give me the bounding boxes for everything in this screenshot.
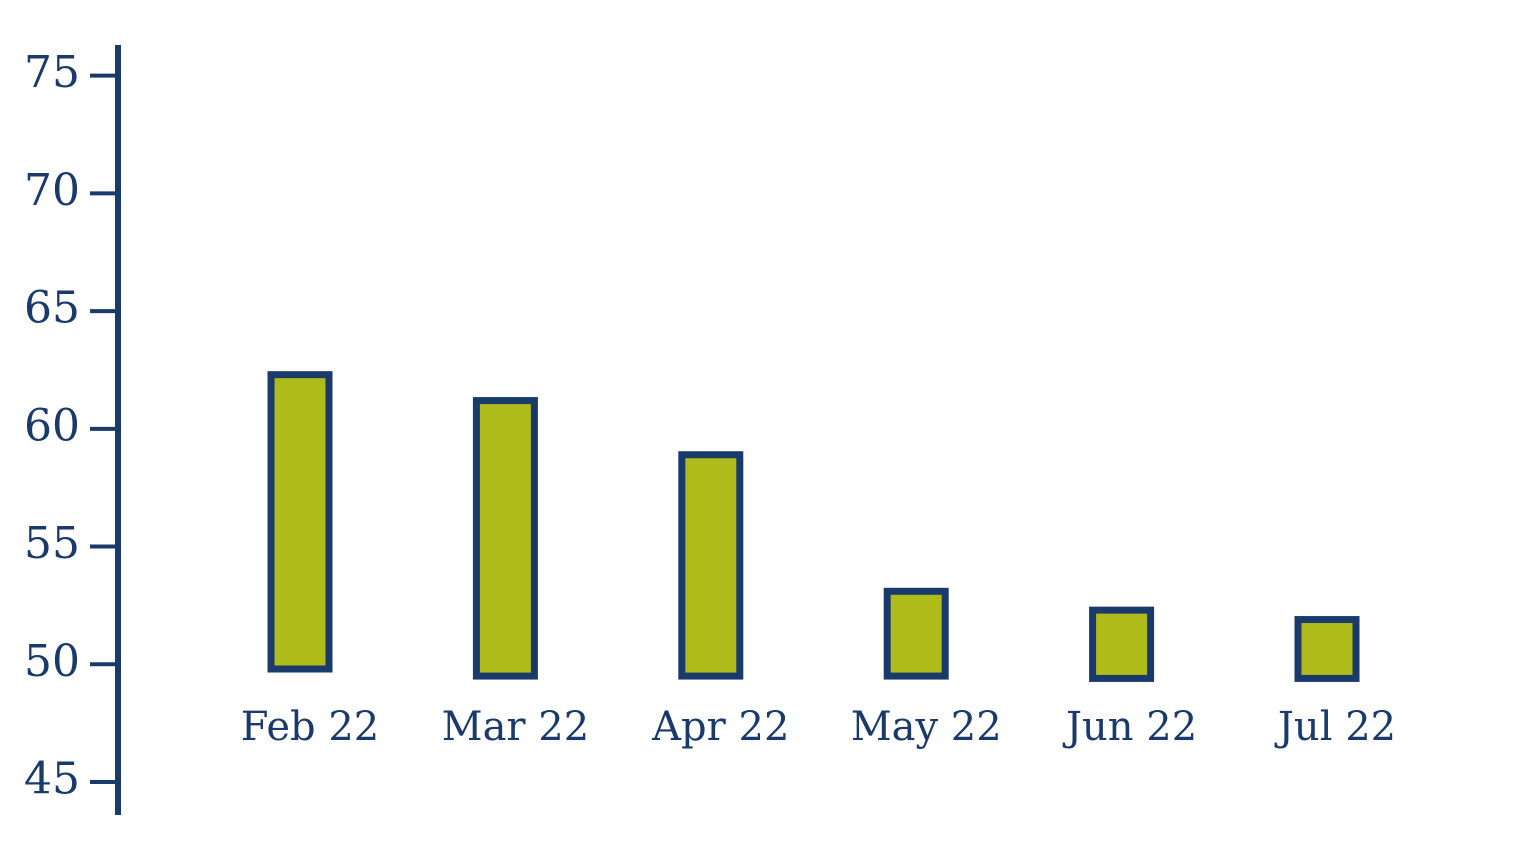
x-tick-label: Feb 22 [241,704,379,750]
x-tick-label: Jun 22 [1062,704,1197,750]
bar [472,397,538,680]
bar [1294,616,1360,682]
bar [1089,606,1155,682]
y-tick-label: 55 [24,518,80,569]
bar [883,587,949,680]
y-tick-label: 70 [24,165,80,216]
bar [678,451,744,680]
y-tick-label: 60 [24,400,80,451]
y-tick-label: 50 [24,636,80,687]
x-tick-label: Apr 22 [651,704,789,750]
x-tick-label: Jul 22 [1274,704,1396,750]
y-tick-label: 65 [24,283,80,334]
y-tick-label: 75 [24,47,80,98]
x-tick-label: May 22 [851,704,1002,750]
y-tick-label: 45 [24,754,80,805]
x-tick-label: Mar 22 [442,704,590,750]
bar [267,371,333,673]
